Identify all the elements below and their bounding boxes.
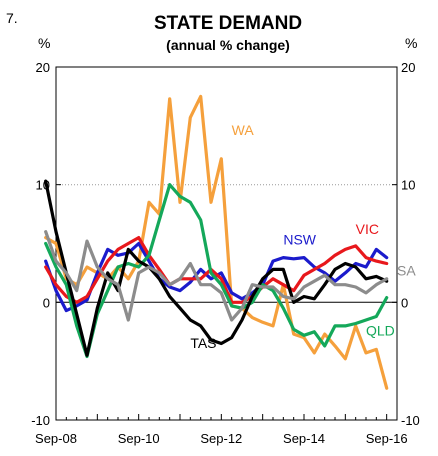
- series-label-qld: QLD: [366, 322, 395, 338]
- series-label-wa: WA: [232, 122, 255, 138]
- series-label-tas: TAS: [190, 335, 216, 351]
- x-tick-label: Sep-12: [200, 431, 242, 446]
- series-line-wa: [44, 94, 389, 390]
- y-axis-unit-right: %: [405, 35, 417, 51]
- y-tick-label-left: -10: [31, 413, 50, 428]
- y-tick-label-right: 10: [401, 178, 415, 193]
- x-tick-label: Sep-14: [283, 431, 325, 446]
- series-lines: [44, 94, 389, 390]
- figure-number: 7.: [6, 10, 18, 26]
- x-axis: Sep-08 Sep-10 Sep-12 Sep-14 Sep-16: [35, 414, 408, 446]
- series-label-vic: VIC: [356, 221, 379, 237]
- x-tick-label: Sep-16: [366, 431, 408, 446]
- y-tick-label-left: 20: [36, 60, 50, 75]
- y-tick-label-right: 20: [401, 60, 415, 75]
- series-labels: WA NSW VIC SA QLD TAS: [190, 122, 416, 351]
- series-line-tas: [44, 179, 389, 357]
- chart-title: STATE DEMAND: [154, 13, 302, 34]
- x-tick-label: Sep-08: [35, 431, 77, 446]
- y-axis-right: 20 10 0 -10: [392, 60, 420, 428]
- y-tick-label-right: -10: [401, 413, 420, 428]
- series-line-sa: [44, 230, 389, 322]
- series-line-qld: [44, 183, 389, 359]
- y-tick-label-right: 0: [401, 295, 408, 310]
- series-line-vic: [44, 236, 389, 304]
- chart-subtitle: (annual % change): [166, 37, 290, 53]
- y-axis-unit-left: %: [38, 35, 50, 51]
- series-label-sa: SA: [397, 262, 416, 278]
- x-tick-label: Sep-10: [118, 431, 160, 446]
- y-tick-label-left: 0: [43, 295, 50, 310]
- series-label-nsw: NSW: [283, 232, 316, 248]
